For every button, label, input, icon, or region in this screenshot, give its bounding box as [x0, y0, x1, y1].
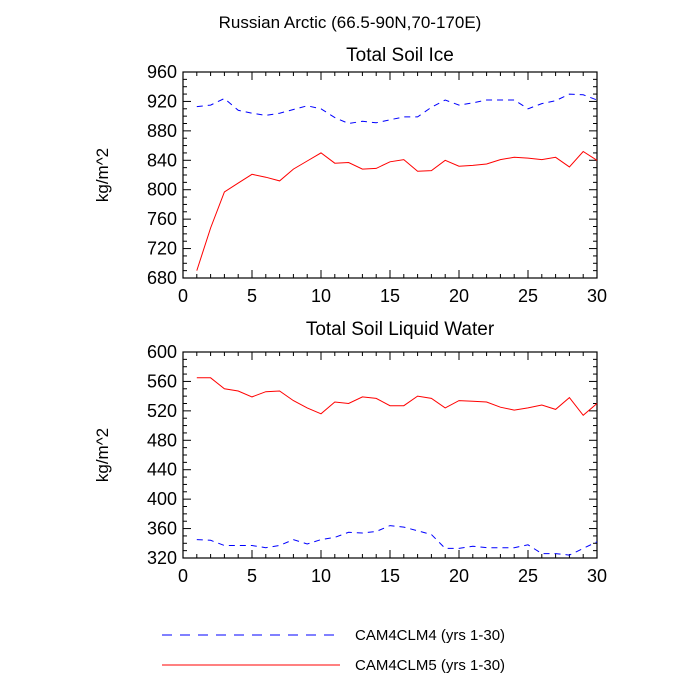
- y-tick-label: 680: [147, 268, 177, 288]
- x-tick-label: 10: [311, 566, 331, 586]
- x-tick-label: 25: [518, 566, 538, 586]
- legend: CAM4CLM4 (yrs 1-30) CAM4CLM5 (yrs 1-30): [162, 627, 505, 674]
- x-tick-label: 20: [449, 286, 469, 306]
- y-tick-label: 360: [147, 519, 177, 539]
- panel-total-soil-ice: Total Soil Ice 0 5 10 15 20 25 30 680 720 760 800 84…: [93, 45, 607, 306]
- legend-label-clm4: CAM4CLM4 (yrs 1-30): [355, 627, 505, 644]
- y-tick-label: 720: [147, 239, 177, 259]
- x-tick-label: 5: [247, 286, 257, 306]
- series-line-clm5: [196, 150, 598, 271]
- x-tick-label: 0: [178, 566, 188, 586]
- legend-label-clm5: CAM4CLM5 (yrs 1-30): [355, 657, 505, 674]
- x-tick-label: 15: [380, 286, 400, 306]
- x-tick-label: 25: [518, 286, 538, 306]
- panel-title-total-soil-ice: Total Soil Ice: [346, 45, 454, 66]
- y-tick-label: 840: [147, 150, 177, 170]
- y-tick-label: 560: [147, 371, 177, 391]
- plot-frame: [182, 351, 598, 559]
- y-tick-label: 800: [147, 180, 177, 200]
- y-axis-label: kg/m^2: [93, 148, 112, 202]
- y-tick-label: 920: [147, 91, 177, 111]
- x-tick-label: 30: [587, 566, 607, 586]
- series-line-clm4: [196, 93, 598, 125]
- y-axis-label: kg/m^2: [93, 428, 112, 482]
- series-line-clm4: [196, 525, 598, 556]
- figure-title: Russian Arctic (66.5-90N,70-170E): [219, 13, 482, 32]
- y-tick-label: 760: [147, 209, 177, 229]
- panel-total-soil-liquid-water: Total Soil Liquid Water 0 5 10 15 20 25 30 320 36…: [93, 319, 607, 586]
- x-tick-label: 30: [587, 286, 607, 306]
- x-tick-label: 10: [311, 286, 331, 306]
- x-tick-label: 5: [247, 566, 257, 586]
- y-tick-label: 960: [147, 62, 177, 82]
- series-line-clm5: [196, 377, 598, 417]
- y-tick-label: 600: [147, 342, 177, 362]
- y-tick-label: 440: [147, 460, 177, 480]
- x-tick-label: 15: [380, 566, 400, 586]
- y-tick-label: 480: [147, 430, 177, 450]
- panel-title-total-soil-liquid-water: Total Soil Liquid Water: [306, 319, 495, 340]
- y-tick-label: 400: [147, 489, 177, 509]
- plot-frame: [182, 71, 598, 279]
- y-tick-label: 520: [147, 401, 177, 421]
- y-tick-label: 880: [147, 121, 177, 141]
- x-tick-label: 0: [178, 286, 188, 306]
- x-tick-label: 20: [449, 566, 469, 586]
- y-tick-label: 320: [147, 548, 177, 568]
